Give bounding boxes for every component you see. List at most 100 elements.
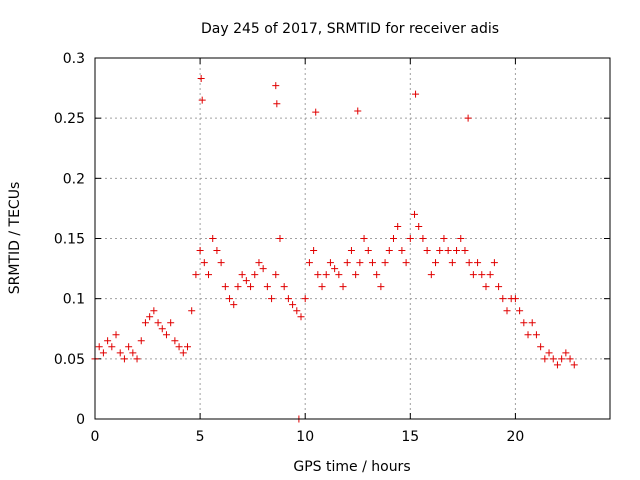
data-point — [335, 271, 343, 279]
data-point — [247, 283, 255, 291]
y-tick-label: 0.25 — [54, 111, 85, 127]
data-point — [293, 307, 301, 315]
y-tick-label: 0.3 — [63, 51, 85, 67]
data-point — [284, 295, 292, 303]
data-point — [125, 343, 133, 351]
data-point — [411, 210, 419, 218]
data-point — [314, 271, 322, 279]
data-point — [196, 247, 204, 255]
data-point — [268, 295, 276, 303]
data-point — [242, 277, 250, 285]
data-point — [549, 355, 557, 363]
data-point — [255, 259, 263, 267]
y-tick-label: 0.15 — [54, 232, 85, 248]
data-point — [368, 259, 376, 267]
data-point — [389, 235, 397, 242]
data-point — [322, 271, 330, 279]
data-point — [347, 247, 355, 255]
data-point — [385, 247, 393, 255]
data-point — [444, 247, 452, 255]
data-point — [104, 337, 112, 345]
data-point — [259, 265, 267, 273]
x-tick-label: 5 — [196, 429, 205, 445]
y-tick-label: 0.1 — [63, 292, 85, 308]
data-point — [528, 319, 536, 327]
data-point — [541, 355, 549, 363]
data-point — [478, 271, 486, 279]
data-point — [179, 349, 187, 357]
data-point — [158, 325, 166, 333]
data-point — [465, 259, 473, 267]
data-point — [537, 343, 545, 351]
data-point — [297, 313, 305, 321]
data-point — [499, 295, 507, 303]
data-point — [162, 331, 170, 339]
data-point — [116, 349, 124, 357]
data-point — [490, 259, 498, 267]
data-point — [331, 265, 339, 273]
data-point — [474, 259, 482, 267]
data-point — [436, 247, 444, 255]
data-point — [108, 343, 116, 351]
data-point — [511, 295, 519, 303]
data-point — [146, 313, 154, 321]
data-point — [234, 283, 242, 291]
data-point — [427, 271, 435, 279]
axis-ticks: 0 0.05 0.1 0.15 0.2 0.25 0.3 0 5 10 15 20 — [54, 51, 610, 445]
data-point — [133, 355, 141, 363]
data-point — [453, 247, 461, 255]
data-point — [192, 271, 200, 279]
data-point — [200, 259, 208, 267]
data-point — [377, 283, 385, 291]
data-point — [273, 100, 281, 108]
data-point — [112, 331, 120, 339]
data-point — [398, 247, 406, 255]
data-point — [276, 235, 284, 242]
data-point — [171, 337, 179, 345]
data-point — [406, 235, 414, 242]
data-point — [188, 307, 196, 315]
data-point — [289, 301, 297, 309]
data-point — [312, 108, 320, 116]
data-point — [354, 107, 362, 115]
data-point — [495, 283, 503, 291]
data-point — [464, 114, 472, 122]
data-point — [272, 271, 280, 279]
data-point — [448, 259, 456, 267]
data-point — [339, 283, 347, 291]
data-point — [230, 301, 238, 309]
data-point — [217, 259, 225, 267]
data-point — [482, 283, 490, 291]
data-point — [154, 319, 162, 327]
data-point — [520, 319, 528, 327]
data-point — [198, 96, 206, 104]
data-point — [120, 355, 128, 363]
data-point — [343, 259, 351, 267]
x-tick-label: 20 — [506, 429, 524, 445]
data-point — [305, 259, 313, 267]
data-point — [209, 235, 217, 242]
chart-title: Day 245 of 2017, SRMTID for receiver adi… — [201, 21, 499, 37]
data-point — [95, 343, 103, 351]
data-point — [183, 343, 191, 351]
data-point — [197, 74, 205, 82]
x-tick-label: 0 — [91, 429, 100, 445]
y-tick-label: 0.05 — [54, 352, 85, 368]
data-point — [402, 259, 410, 267]
x-tick-label: 10 — [296, 429, 314, 445]
data-point — [412, 90, 420, 98]
data-point — [381, 259, 389, 267]
data-point — [419, 235, 427, 242]
data-point — [461, 247, 469, 255]
grid-lines — [95, 58, 610, 419]
data-point — [562, 349, 570, 357]
data-point — [545, 349, 553, 357]
data-point — [432, 259, 440, 267]
data-point — [524, 331, 532, 339]
x-tick-label: 15 — [401, 429, 419, 445]
data-point — [226, 295, 234, 303]
data-point — [205, 271, 213, 279]
data-point — [99, 349, 107, 357]
data-point — [326, 259, 334, 267]
data-point — [167, 319, 175, 327]
